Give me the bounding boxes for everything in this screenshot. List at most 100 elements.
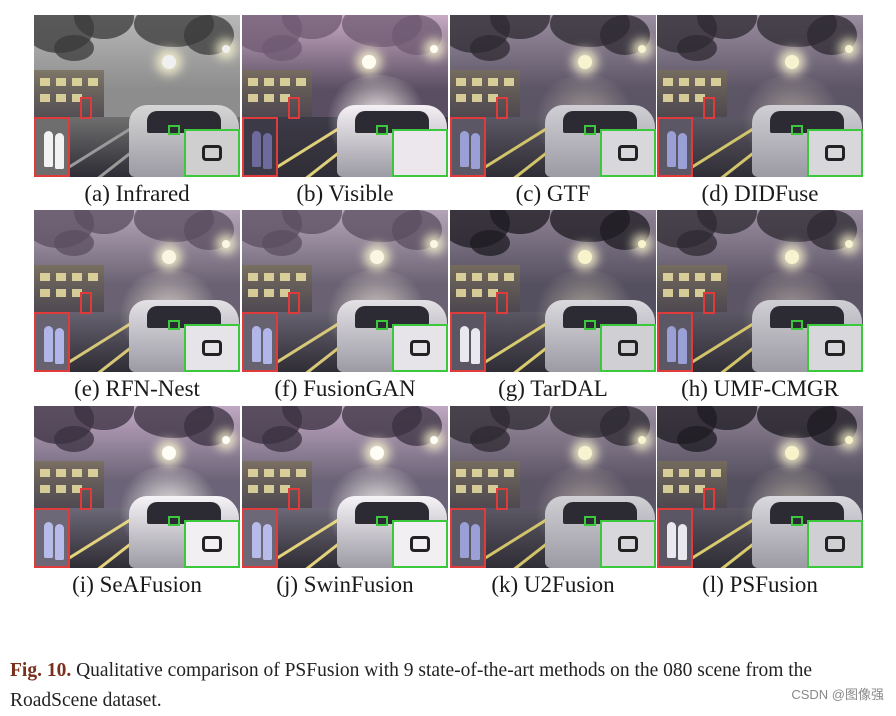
night-street-scene [657,406,863,568]
street-lamp [362,55,376,69]
pedestrian [252,522,261,558]
car-rear-window [355,502,429,524]
tree-foliage [470,426,510,452]
pedestrian [55,328,64,364]
building-window [488,94,498,102]
tree-foliage [677,426,717,452]
car-logo [825,145,845,161]
green-zoom-inset [600,520,656,568]
night-street-scene [657,15,863,177]
building-window [695,469,705,477]
street-lamp [162,250,176,264]
building-window [248,94,258,102]
green-zoom-inset [807,324,863,372]
figure-cell: (l) PSFusion [657,406,863,602]
night-street-scene [450,15,656,177]
tree-foliage [262,230,302,256]
pedestrian [252,326,261,362]
building-window [40,94,50,102]
building-window [679,485,689,493]
street-lamp [638,436,646,444]
caption-text: Qualitative comparison of PSFusion with … [10,659,813,711]
street-lamp [430,240,438,248]
subfigure-label: (c) GTF [515,181,591,206]
car-rear-window [563,502,637,524]
street-lamp [785,55,799,69]
figure-cell: (j) SwinFusion [242,406,448,602]
green-roi-box [168,516,180,526]
figure-caption: Fig. 10. Qualitative comparison of PSFus… [10,656,890,716]
car-rear-window [355,306,429,328]
street-lamp [638,240,646,248]
car-logo [825,536,845,552]
car-logo [202,536,222,552]
tree-foliage [677,230,717,256]
car-logo [618,340,638,356]
subfigure-label: (j) SwinFusion [276,572,414,597]
car-logo [618,145,638,161]
building-window [504,78,514,86]
green-zoom-inset [392,520,448,568]
building-window [248,78,258,86]
pedestrian [55,524,64,560]
car-rear-window [355,111,429,133]
building-window [40,273,50,281]
red-roi-box [703,292,715,314]
building-window [472,273,482,281]
car-logo [618,536,638,552]
red-zoom-inset [34,508,70,568]
pedestrian [44,326,53,362]
green-roi-box [168,125,180,135]
building [242,461,312,516]
building-window [296,469,306,477]
building-window [280,485,290,493]
green-zoom-inset [184,520,240,568]
building-window [456,273,466,281]
figure-cell: (b) Visible [242,15,448,211]
car-rear-window [147,502,221,524]
car-logo [410,340,430,356]
result-image [657,406,863,568]
building-window [280,94,290,102]
street-lamp [222,240,230,248]
green-zoom-inset [600,324,656,372]
building-window [264,94,274,102]
car-rear-window [563,306,637,328]
street-lamp [578,250,592,264]
building-window [456,485,466,493]
street-lamp [222,436,230,444]
street-lamp [845,45,853,53]
red-roi-box [703,488,715,510]
building-window [456,78,466,86]
building-window [504,273,514,281]
building-window [488,485,498,493]
building [34,70,104,125]
tree-foliage [470,230,510,256]
building-window [280,289,290,297]
building-window [248,289,258,297]
building-window [72,469,82,477]
building [657,70,727,125]
building-window [56,78,66,86]
car-rear-window [770,306,844,328]
car-logo [202,145,222,161]
building [657,265,727,320]
building-window [663,289,673,297]
night-street-scene [450,210,656,372]
building-window [711,469,721,477]
building-window [296,273,306,281]
figure-cell: (a) Infrared [34,15,240,211]
street-lamp [785,446,799,460]
tree-foliage [54,35,94,61]
building-window [56,289,66,297]
result-image [657,210,863,372]
street-lamp [370,446,384,460]
red-roi-box [288,488,300,510]
green-roi-box [376,516,388,526]
pedestrian [55,133,64,169]
car-logo [202,340,222,356]
night-street-scene [242,406,448,568]
green-zoom-inset [184,324,240,372]
green-zoom-inset [807,129,863,177]
night-street-scene [34,15,240,177]
